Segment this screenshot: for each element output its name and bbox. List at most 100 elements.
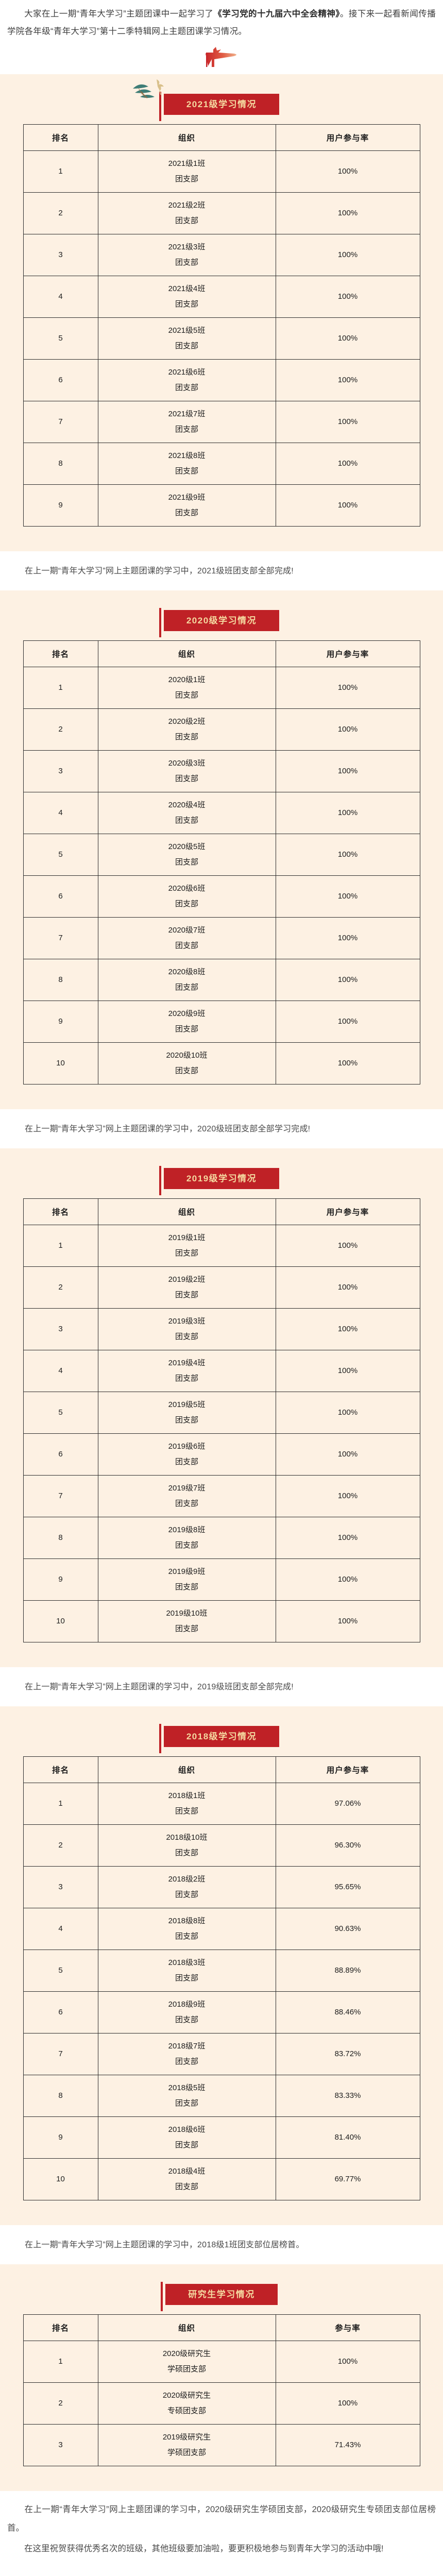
section-badge-label: 2019级学习情况 [163,1168,280,1189]
org-line-1: 2021级1班 [168,159,206,168]
org-line-1: 2020级研究生 [162,2391,211,2400]
study-section: 2020级学习情况 排名 组织 用户参与率 1 2020级1班 团支部 100% 2 2020级2… [0,590,443,1109]
cell-participation-rate: 100% [275,667,420,709]
cell-participation-rate: 90.63% [275,1908,420,1950]
ranking-table: 排名 组织 用户参与率 1 2019级1班 团支部 100% 2 2019级2班 团支部 100% 3… [23,1198,420,1642]
org-line-2: 专硕团支部 [167,2406,206,2415]
cell-organization: 2018级9班 团支部 [97,1991,276,2033]
study-section: 2018级学习情况 排名 组织 用户参与率 1 2018级1班 团支部 97.06% 2 2018… [0,1706,443,2225]
badge-accent-bar [159,608,161,637]
org-line-1: 2020级8班 [168,968,206,976]
org-line-1: 2018级3班 [168,1958,206,1967]
cell-organization: 2019级6班 团支部 [97,1433,276,1476]
cell-participation-rate: 100% [275,1225,420,1267]
cell-participation-rate: 100% [275,1433,420,1476]
cell-participation-rate: 100% [275,959,420,1001]
section-badge-label: 2020级学习情况 [163,610,280,631]
org-line-2: 团支部 [175,1499,198,1508]
cell-participation-rate: 97.06% [275,1783,420,1825]
cell-organization: 2020级1班 团支部 [97,667,276,709]
org-line-2: 团支部 [175,383,198,392]
cell-organization: 2019级研究生 学硕团支部 [97,2424,276,2466]
column-header-rate: 参与率 [275,2314,420,2341]
org-line-1: 2019级6班 [168,1442,206,1451]
cell-rank: 2 [23,192,98,234]
cell-rank: 6 [23,875,98,918]
org-line-2: 团支部 [175,509,198,517]
cell-rank: 7 [23,2033,98,2075]
red-flag-icon [206,47,236,67]
ranking-table: 排名 组织 用户参与率 1 2018级1班 团支部 97.06% 2 2018级10班 团支部 96… [23,1756,420,2200]
org-line-1: 2019级研究生 [162,2433,211,2442]
study-section: 2019级学习情况 排名 组织 用户参与率 1 2019级1班 团支部 100% 2 2019级2… [0,1148,443,1667]
cell-rank: 10 [23,1042,98,1084]
org-line-1: 2019级4班 [168,1359,206,1367]
table-row: 4 2020级4班 团支部 100% [23,792,420,834]
table-row: 10 2020级10班 团支部 100% [23,1042,420,1084]
cell-participation-rate: 100% [275,1392,420,1434]
cell-participation-rate: 100% [275,1475,420,1517]
section-badge-holder: 2020级学习情况 [159,608,280,637]
table-header-row: 排名 组织 用户参与率 [23,640,420,667]
table-row: 6 2018级9班 团支部 88.46% [23,1991,420,2033]
table-row: 3 2020级3班 团支部 100% [23,750,420,792]
org-line-1: 2020级3班 [168,759,206,768]
table-row: 8 2019级8班 团支部 100% [23,1517,420,1559]
cell-organization: 2018级2班 团支部 [97,1866,276,1908]
org-line-2: 团支部 [175,2015,198,2024]
section-badge-label: 2018级学习情况 [163,1726,280,1747]
badge-accent-bar [159,1724,161,1753]
org-line-2: 团支部 [175,300,198,309]
cell-participation-rate: 95.65% [275,1866,420,1908]
cell-rank: 9 [23,1558,98,1601]
intro-course-title: 《学习党的十九届六中全会精神》 [213,9,340,19]
cell-participation-rate: 69.77% [275,2158,420,2200]
cell-rank: 9 [23,2116,98,2159]
org-line-1: 2021级8班 [168,451,206,460]
cell-organization: 2020级3班 团支部 [97,750,276,792]
org-line-2: 团支部 [175,816,198,825]
cell-participation-rate: 100% [275,1350,420,1392]
cell-organization: 2020级7班 团支部 [97,917,276,959]
section-badge-holder: 2021级学习情况 [132,79,280,121]
org-line-1: 2020级2班 [168,717,206,726]
org-line-2: 团支部 [175,1416,198,1425]
org-line-1: 2019级7班 [168,1484,206,1493]
column-header-rank: 排名 [23,1756,98,1783]
cell-participation-rate: 100% [275,317,420,360]
cell-participation-rate: 100% [275,1001,420,1043]
cell-organization: 2021级4班 团支部 [97,276,276,318]
org-line-1: 2020级10班 [166,1051,208,1060]
cell-rank: 9 [23,1001,98,1043]
table-row: 6 2021级6班 团支部 100% [23,359,420,401]
section-badge-label: 研究生学习情况 [165,2284,278,2305]
org-line-1: 2018级6班 [168,2125,206,2134]
cell-participation-rate: 100% [275,401,420,443]
cell-participation-rate: 100% [275,1266,420,1309]
org-line-2: 团支部 [175,258,198,267]
sections-root: 2021级学习情况 排名 组织 用户参与率 1 2021级1班 团支部 100% 2 2021级2… [0,74,443,2491]
table-row: 3 2019级3班 团支部 100% [23,1308,420,1350]
badge-accent-bar [161,2282,163,2311]
cell-participation-rate: 100% [275,1558,420,1601]
column-header-rank: 排名 [23,640,98,667]
cell-rank: 2 [23,1266,98,1309]
org-line-2: 学硕团支部 [167,2448,206,2457]
org-line-1: 2019级5班 [168,1400,206,1409]
column-header-rate: 用户参与率 [275,124,420,151]
column-header-rank: 排名 [23,2314,98,2341]
cell-organization: 2019级7班 团支部 [97,1475,276,1517]
org-line-1: 2020级6班 [168,884,206,893]
table-row: 2 2020级2班 团支部 100% [23,708,420,751]
section-caption: 在上一期“青年大学习”网上主题团课的学习中，2020级班团支部全部学习完成! [0,1109,443,1148]
org-line-1: 2018级2班 [168,1875,206,1884]
org-line-2: 团支部 [175,1332,198,1341]
cell-organization: 2021级8班 团支部 [97,443,276,485]
column-header-org: 组织 [97,1198,276,1225]
intro-text-part2: 。接下来一起看新闻传播学院各年级“青年大学习”第十二季特辑网上主题团课学习情况。 [7,9,436,36]
column-header-org: 组织 [97,640,276,667]
org-line-1: 2020级5班 [168,842,206,851]
org-line-2: 团支部 [175,425,198,434]
cell-rank: 5 [23,317,98,360]
